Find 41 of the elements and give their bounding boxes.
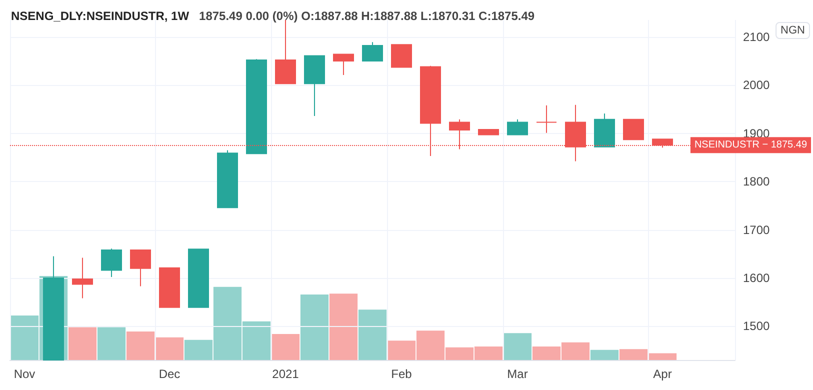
candlestick (362, 42, 383, 62)
y-tick-label: 1700 (743, 222, 770, 237)
candlestick (623, 118, 644, 140)
candlestick (159, 267, 180, 308)
text: NGN (780, 24, 806, 36)
x-tick-label: Dec (158, 367, 180, 381)
ref-line-label: NSEINDUSTR − 1875.49 (694, 140, 808, 151)
candlestick (594, 113, 615, 148)
candlestick (217, 150, 238, 208)
candlestick (507, 118, 528, 136)
candlestick (101, 248, 122, 278)
chart-subtitle: 1875.49 0.00 (0%) O:1887.88 H:1887.88 L:1870.31 C:1875.49 (199, 9, 535, 23)
candlestick (304, 55, 325, 116)
candlestick (478, 128, 499, 136)
bar (358, 310, 387, 360)
bar (97, 327, 126, 360)
x-tick-label: Feb (391, 367, 412, 381)
y-tick-label: 1600 (743, 271, 770, 286)
x-tick-label: Nov (14, 367, 36, 381)
chart-title: NSENG_DLY:NSEINDUSTR, 1W (11, 9, 190, 23)
y-tick-label: 1500 (743, 319, 770, 334)
bar (271, 334, 300, 360)
x-tick-label: 2021 (272, 367, 300, 381)
y-tick-label: 2100 (743, 30, 770, 44)
candlestick (72, 257, 93, 299)
bar (329, 294, 358, 360)
bar (503, 333, 532, 360)
candlestick (333, 54, 354, 76)
y-tick-label: 1900 (743, 126, 770, 140)
candlestick (246, 58, 267, 154)
x-tick-label: Mar (507, 367, 528, 381)
y-tick-label: 1800 (743, 174, 770, 189)
bar (590, 350, 619, 360)
candlestick (536, 104, 557, 134)
bar (68, 327, 97, 360)
candlestick (391, 44, 412, 68)
x-tick-label: Apr (653, 367, 672, 381)
y-tick-label: 2000 (743, 78, 770, 92)
candlestick (188, 248, 209, 308)
candlestick (130, 250, 151, 287)
bar (300, 294, 329, 360)
